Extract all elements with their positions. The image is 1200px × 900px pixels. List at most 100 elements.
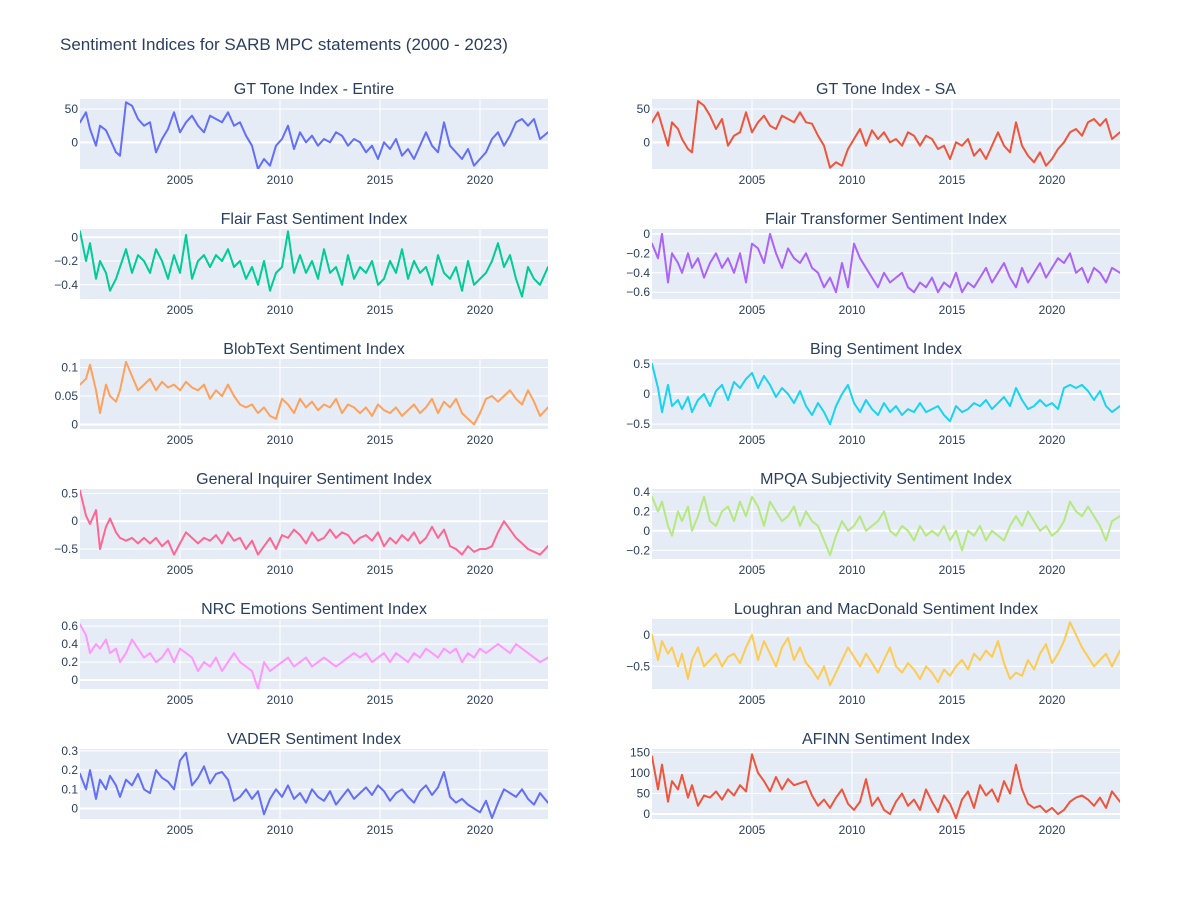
y-tick-label: 0 bbox=[643, 387, 650, 401]
series-line-mpqa-subjectivity-sentiment-index bbox=[652, 495, 1120, 557]
plot-area bbox=[80, 359, 548, 429]
panel-title: GT Tone Index - SA bbox=[816, 81, 956, 98]
x-tick-label: 2010 bbox=[267, 693, 294, 707]
x-tick-label: 2020 bbox=[467, 563, 494, 577]
x-tick-label: 2015 bbox=[367, 693, 394, 707]
x-tick-label: 2015 bbox=[367, 823, 394, 837]
x-tick-label: 2010 bbox=[839, 303, 866, 317]
x-tick-label: 2010 bbox=[267, 823, 294, 837]
panel-title: MPQA Subjectivity Sentiment Index bbox=[760, 471, 1012, 488]
y-tick-label: 50 bbox=[637, 102, 651, 116]
series-line-afinn-sentiment-index bbox=[652, 753, 1120, 819]
panel-vader-sentiment-index: VADER Sentiment Index 2005 2010 2015 2020 0.3… bbox=[61, 731, 548, 837]
y-tick-label: 0 bbox=[71, 514, 78, 528]
y-tick-label: 0 bbox=[71, 230, 78, 244]
series-line-bing-sentiment-index bbox=[652, 362, 1120, 426]
y-tick-label: 0.1 bbox=[61, 782, 78, 796]
panel-gt-tone-index-entire: GT Tone Index - Entire 2005 2010 2015 2020 50… bbox=[65, 81, 548, 187]
y-tick-label: 0 bbox=[71, 135, 78, 149]
series-line-nrc-emotions-sentiment-index bbox=[80, 623, 548, 689]
x-tick-label: 2010 bbox=[267, 173, 294, 187]
x-tick-label: 2010 bbox=[839, 563, 866, 577]
plot-area bbox=[80, 749, 548, 819]
x-tick-label: 2005 bbox=[739, 823, 766, 837]
panel-loughran-and-macdonald-sentiment-index: Loughran and MacDonald Sentiment Index 20… bbox=[626, 601, 1120, 707]
x-tick-label: 2020 bbox=[1039, 693, 1066, 707]
panel-title: Loughran and MacDonald Sentiment Index bbox=[734, 601, 1038, 618]
panel-title: GT Tone Index - Entire bbox=[234, 81, 394, 98]
panel-bing-sentiment-index: Bing Sentiment Index 2005 2010 2015 2020 0.5 0… bbox=[626, 341, 1120, 447]
x-tick-label: 2020 bbox=[467, 823, 494, 837]
x-tick-label: 2020 bbox=[1039, 433, 1066, 447]
y-tick-label: 0 bbox=[71, 801, 78, 815]
panel-title: Flair Fast Sentiment Index bbox=[221, 211, 408, 228]
subplot-grid: GT Tone Index - Entire 2005 2010 2015 2020 50… bbox=[54, 81, 1120, 837]
x-tick-label: 2010 bbox=[839, 173, 866, 187]
x-tick-label: 2020 bbox=[467, 433, 494, 447]
x-tick-label: 2015 bbox=[939, 433, 966, 447]
x-tick-label: 2005 bbox=[167, 823, 194, 837]
x-tick-label: 2005 bbox=[739, 693, 766, 707]
x-tick-label: 2005 bbox=[167, 693, 194, 707]
panel-title: BlobText Sentiment Index bbox=[223, 341, 404, 358]
x-tick-label: 2010 bbox=[839, 433, 866, 447]
y-tick-label: 0.2 bbox=[61, 655, 78, 669]
panel-title: NRC Emotions Sentiment Index bbox=[201, 601, 427, 618]
y-tick-label: 0.05 bbox=[55, 389, 79, 403]
y-tick-label: 0.4 bbox=[633, 485, 650, 499]
series-line-vader-sentiment-index bbox=[80, 751, 548, 819]
y-tick-label: 0 bbox=[643, 524, 650, 538]
y-tick-label: 0 bbox=[643, 135, 650, 149]
y-tick-label: −0.2 bbox=[626, 246, 650, 260]
figure-title: Sentiment Indices for SARB MPC statement… bbox=[60, 35, 508, 54]
x-tick-label: 2005 bbox=[167, 433, 194, 447]
panel-flair-transformer-sentiment-index: Flair Transformer Sentiment Index 2005 201… bbox=[626, 211, 1120, 317]
x-tick-label: 2020 bbox=[1039, 173, 1066, 187]
x-tick-label: 2015 bbox=[939, 563, 966, 577]
y-tick-label: 0.2 bbox=[633, 504, 650, 518]
y-tick-label: −0.5 bbox=[626, 659, 650, 673]
x-tick-label: 2010 bbox=[267, 303, 294, 317]
x-tick-label: 2015 bbox=[939, 173, 966, 187]
y-tick-label: 0.2 bbox=[61, 763, 78, 777]
panel-flair-fast-sentiment-index: Flair Fast Sentiment Index 2005 2010 2015 20… bbox=[54, 211, 548, 317]
x-tick-label: 2015 bbox=[367, 173, 394, 187]
panel-general-inquirer-sentiment-index: General Inquirer Sentiment Index 2005 2010… bbox=[54, 471, 548, 577]
y-tick-label: 100 bbox=[630, 766, 650, 780]
plot-area bbox=[652, 489, 1120, 559]
x-tick-label: 2015 bbox=[939, 823, 966, 837]
panel-title: VADER Sentiment Index bbox=[227, 731, 401, 748]
series-line-blobtext-sentiment-index bbox=[80, 360, 548, 426]
y-tick-label: −0.5 bbox=[54, 542, 78, 556]
panel-title: General Inquirer Sentiment Index bbox=[196, 471, 432, 488]
x-tick-label: 2010 bbox=[267, 433, 294, 447]
panel-blobtext-sentiment-index: BlobText Sentiment Index 2005 2010 2015 2020… bbox=[55, 341, 548, 447]
panel-gt-tone-index-sa: GT Tone Index - SA 2005 2010 2015 2020 50 0 bbox=[637, 81, 1120, 187]
x-tick-label: 2010 bbox=[839, 823, 866, 837]
x-tick-label: 2015 bbox=[367, 563, 394, 577]
x-tick-label: 2005 bbox=[739, 303, 766, 317]
x-tick-label: 2015 bbox=[939, 693, 966, 707]
y-tick-label: 0.3 bbox=[61, 744, 78, 758]
y-tick-label: −0.4 bbox=[626, 266, 650, 280]
x-tick-label: 2010 bbox=[267, 563, 294, 577]
y-tick-label: 0 bbox=[71, 673, 78, 687]
panel-nrc-emotions-sentiment-index: NRC Emotions Sentiment Index 2005 2010 2015… bbox=[61, 601, 548, 707]
y-tick-label: 0.1 bbox=[61, 361, 78, 375]
y-tick-label: −0.6 bbox=[626, 285, 650, 299]
x-tick-label: 2020 bbox=[1039, 563, 1066, 577]
series-line-flair-fast-sentiment-index bbox=[80, 230, 548, 298]
x-tick-label: 2010 bbox=[839, 693, 866, 707]
y-tick-label: −0.2 bbox=[54, 254, 78, 268]
x-tick-label: 2020 bbox=[467, 693, 494, 707]
panel-afinn-sentiment-index: AFINN Sentiment Index 2005 2010 2015 2020 150… bbox=[630, 731, 1120, 837]
series-line-gt-tone-index-entire bbox=[80, 101, 548, 169]
y-tick-label: −0.5 bbox=[626, 417, 650, 431]
x-tick-label: 2005 bbox=[739, 173, 766, 187]
panel-title: Bing Sentiment Index bbox=[810, 341, 962, 358]
y-tick-label: 0 bbox=[643, 807, 650, 821]
series-line-flair-transformer-sentiment-index bbox=[652, 232, 1120, 294]
x-tick-label: 2020 bbox=[1039, 303, 1066, 317]
y-tick-label: 50 bbox=[65, 102, 79, 116]
